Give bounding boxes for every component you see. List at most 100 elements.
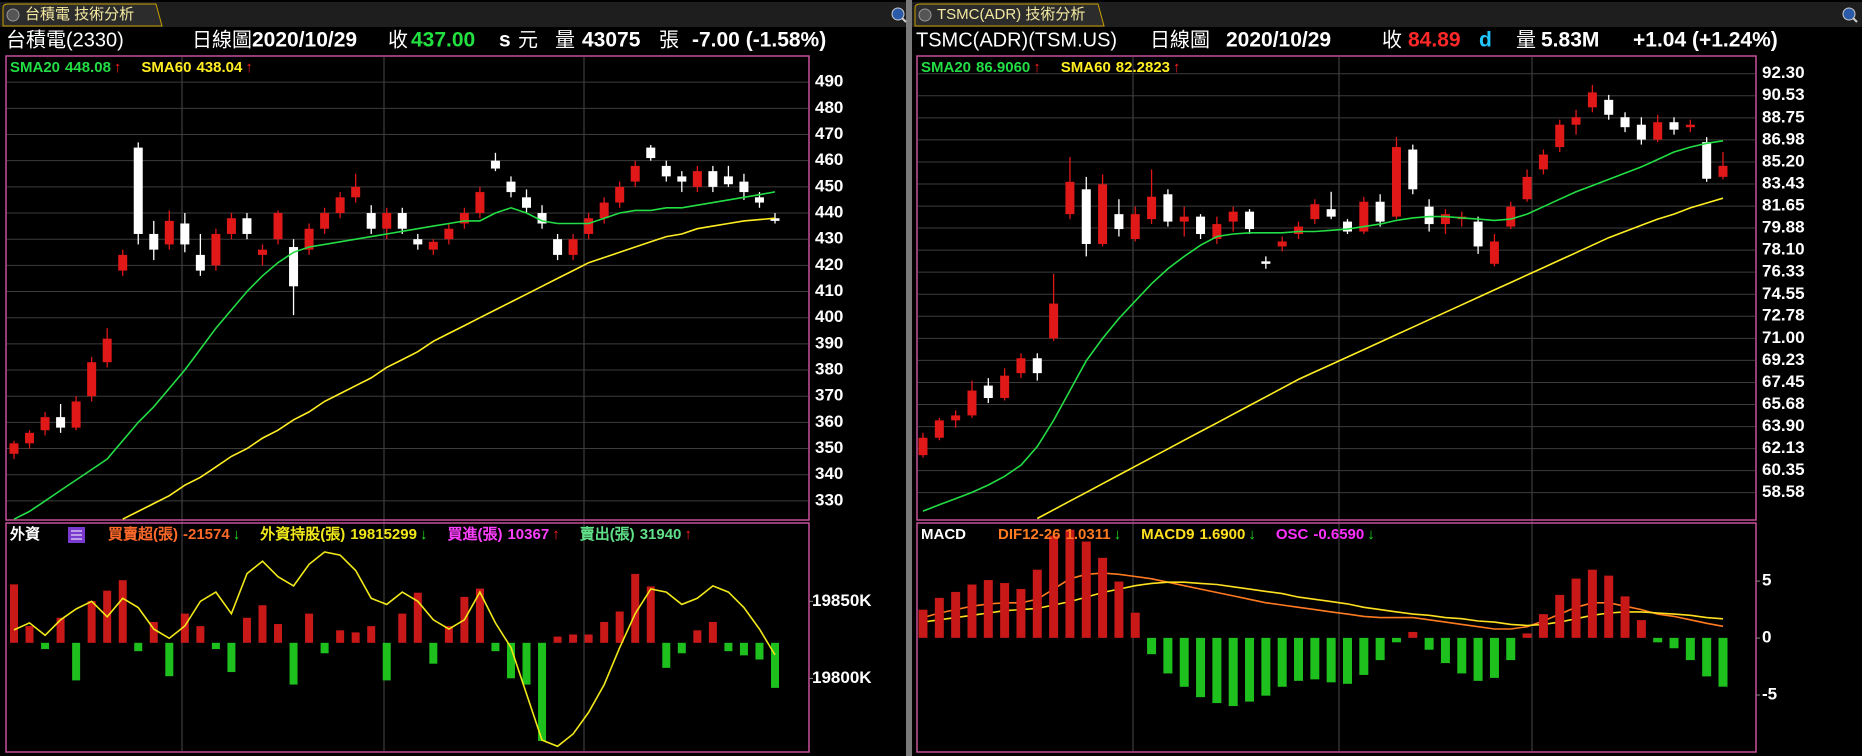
legend-entry: 買進(張) 10367 ↑ bbox=[447, 526, 559, 543]
volume-label: 量 bbox=[1516, 29, 1536, 51]
bar bbox=[1473, 637, 1483, 681]
bar bbox=[1571, 578, 1581, 638]
bar bbox=[336, 630, 345, 643]
bar bbox=[72, 642, 81, 681]
tab-label[interactable]: TSMC(ADR) 技術分析 bbox=[937, 6, 1085, 23]
candle-body bbox=[1702, 142, 1712, 179]
zoom-icon[interactable] bbox=[891, 7, 907, 23]
line-series bbox=[122, 217, 776, 520]
tab-label[interactable]: 台積電 技術分析 bbox=[25, 6, 134, 23]
bar bbox=[600, 621, 609, 643]
y-tick-label: 19850K bbox=[812, 591, 872, 610]
candle-body bbox=[646, 147, 656, 159]
y-tick-label: 86.98 bbox=[1762, 129, 1805, 148]
candle-body bbox=[584, 218, 594, 234]
candle-body bbox=[304, 228, 314, 250]
bar bbox=[615, 611, 624, 643]
legend-trend: ↑ bbox=[684, 526, 692, 543]
period: 日線圖 bbox=[192, 28, 252, 51]
line-series bbox=[922, 140, 1724, 512]
legend-trend: ↑ bbox=[114, 59, 122, 76]
candle-body bbox=[739, 181, 749, 193]
bar bbox=[41, 642, 50, 650]
bar bbox=[934, 597, 944, 638]
candle-body bbox=[195, 254, 205, 271]
tab-icon[interactable] bbox=[6, 8, 20, 22]
candle-body bbox=[1718, 165, 1728, 177]
bar bbox=[708, 621, 717, 643]
candle-body bbox=[1342, 221, 1352, 232]
indicator-frame bbox=[5, 522, 810, 753]
legend-name: SMA60 bbox=[1061, 59, 1111, 76]
legend-entry: OSC -0.6590 ↓ bbox=[1276, 526, 1375, 543]
close-price: 437.00 bbox=[411, 29, 475, 52]
bar bbox=[662, 642, 671, 668]
y-tick-label: 65.68 bbox=[1762, 394, 1805, 413]
candle-body bbox=[289, 247, 299, 287]
candle-body bbox=[1081, 189, 1091, 244]
bar bbox=[1228, 637, 1238, 707]
candle-body bbox=[40, 417, 50, 431]
legend-entry: 賣出(張) 31940 ↑ bbox=[580, 525, 692, 543]
plot-area bbox=[10, 551, 779, 748]
candle-body bbox=[382, 213, 392, 229]
y-tick-label: 92.30 bbox=[1762, 63, 1805, 82]
tab[interactable] bbox=[2, 3, 163, 27]
candle-body bbox=[71, 401, 81, 428]
candle-body bbox=[1636, 124, 1646, 140]
candle-body bbox=[599, 202, 609, 219]
candle-body bbox=[1016, 358, 1026, 374]
bar bbox=[1065, 529, 1075, 638]
bar bbox=[1685, 637, 1695, 661]
zoom-icon[interactable] bbox=[1842, 7, 1858, 23]
legend-name: SMA20 bbox=[921, 59, 971, 76]
volume-unit: 張 bbox=[659, 29, 679, 51]
candle-body bbox=[522, 197, 532, 208]
candle-body bbox=[444, 228, 454, 240]
tab-icon[interactable] bbox=[918, 8, 932, 22]
legend-trend: ↓ bbox=[1248, 526, 1256, 543]
bar bbox=[1196, 637, 1206, 698]
bar bbox=[1718, 637, 1728, 687]
volume: 5.83M bbox=[1541, 29, 1599, 52]
legend-name: 買進(張) bbox=[447, 526, 502, 543]
legend-trend: ↓ bbox=[1114, 526, 1122, 543]
bar bbox=[1620, 596, 1630, 638]
legend-trend: ↑ bbox=[552, 526, 560, 543]
y-tick-label: 90.53 bbox=[1762, 85, 1805, 104]
legend-name: SMA60 bbox=[141, 59, 191, 76]
y-tick-label: 69.23 bbox=[1762, 350, 1805, 369]
y-tick-label: 79.88 bbox=[1762, 218, 1805, 237]
candle-body bbox=[1130, 214, 1140, 239]
bar bbox=[1212, 637, 1222, 704]
bar bbox=[967, 584, 977, 638]
bar bbox=[1457, 637, 1467, 674]
line-series bbox=[13, 551, 776, 748]
tab[interactable] bbox=[914, 3, 1105, 27]
bar bbox=[522, 642, 531, 685]
bar bbox=[677, 642, 686, 654]
candle-body bbox=[475, 192, 485, 214]
bar bbox=[1016, 588, 1026, 638]
candle-body bbox=[164, 220, 174, 245]
candle-body bbox=[1065, 181, 1075, 215]
y-tick-label: 63.90 bbox=[1762, 416, 1805, 435]
candle-body bbox=[1310, 204, 1320, 220]
chart-panel: 92.30 90.53 88.75 86.98 85.20 83.43 81.65 79.88… bbox=[918, 59, 1805, 520]
date: 2020/10/29 bbox=[1226, 29, 1331, 52]
candle-body bbox=[1032, 358, 1042, 374]
y-tick-label: 390 bbox=[815, 333, 843, 352]
bar bbox=[1294, 637, 1304, 681]
plot-area bbox=[918, 73, 1755, 520]
bar bbox=[1098, 557, 1108, 638]
legend-trend: ↓ bbox=[420, 526, 428, 543]
legend-entry: DIF12-26 1.0311 ↓ bbox=[998, 526, 1121, 543]
bar bbox=[584, 634, 593, 643]
y-tick-label: 67.45 bbox=[1762, 372, 1805, 391]
candle-body bbox=[1440, 214, 1450, 225]
legend-value: 86.9060 bbox=[976, 59, 1030, 76]
list-icon[interactable] bbox=[68, 527, 85, 543]
